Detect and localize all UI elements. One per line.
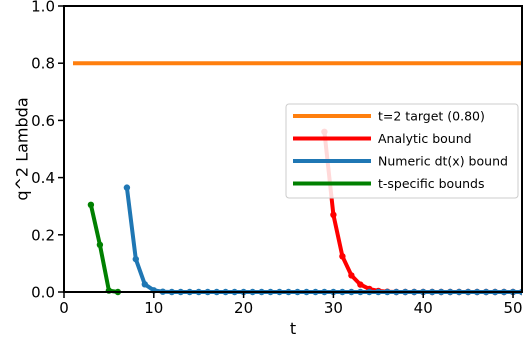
x-tick-label: 30	[324, 299, 343, 317]
data-point	[87, 201, 95, 208]
y-axis-label: q^2 Lambda	[13, 97, 32, 200]
legend: t=2 target (0.80) Analytic bound Numeric d…	[285, 103, 519, 199]
ticks-layer: 0 10 20 30 40 50 0.0 0.2 0.4 0.6 0.8 1.0	[31, 0, 522, 317]
x-tick-label: 40	[414, 299, 433, 317]
series-line-2	[124, 187, 522, 294]
x-tick-label: 10	[144, 299, 163, 317]
legend-label-1: Analytic bound	[378, 131, 472, 146]
y-tick-label: 1.0	[31, 0, 55, 16]
legend-box	[285, 103, 519, 199]
x-tick-label: 50	[503, 299, 522, 317]
x-axis-label: t	[290, 319, 296, 338]
y-tick-label: 0.2	[31, 226, 55, 244]
data-point	[132, 255, 139, 263]
x-tick-label: 20	[234, 299, 253, 317]
data-point	[123, 184, 131, 191]
legend-label-0: t=2 target (0.80)	[378, 109, 485, 124]
legend-label-2: Numeric dt(x) bound	[378, 154, 508, 169]
legend-label-3: t-specific bounds	[378, 176, 485, 191]
x-tick-label: 0	[59, 299, 69, 317]
data-point	[348, 272, 355, 279]
y-tick-label: 0.8	[31, 55, 55, 73]
data-point	[96, 241, 104, 248]
series-2	[123, 184, 522, 296]
data-point	[357, 281, 364, 288]
series-line-3	[88, 204, 119, 294]
plot-frame	[63, 5, 523, 293]
series-3	[87, 201, 122, 296]
data-point	[141, 281, 148, 288]
y-tick-label: 0.6	[31, 112, 55, 130]
y-tick-label: 0.0	[31, 284, 55, 302]
data-point	[339, 253, 346, 260]
y-tick-label: 0.4	[31, 169, 55, 187]
data-point	[330, 211, 337, 218]
